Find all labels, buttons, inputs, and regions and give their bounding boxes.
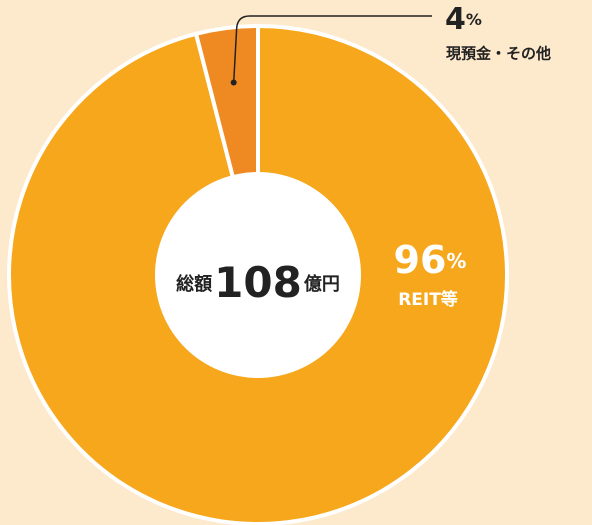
leader-dot — [230, 79, 237, 86]
center-total: 108 — [214, 258, 302, 307]
category-label: 現預金・その他 — [446, 45, 551, 63]
donut-hole — [155, 172, 361, 378]
center-prefix: 総額 — [176, 273, 212, 295]
value-label: 96% — [394, 238, 467, 282]
center-label: 総額108 億円 — [176, 258, 340, 307]
center-unit: 億円 — [304, 273, 340, 295]
value-label: 4% — [445, 2, 482, 37]
leader-line — [232, 15, 432, 83]
category-label: REIT等 — [398, 289, 458, 310]
